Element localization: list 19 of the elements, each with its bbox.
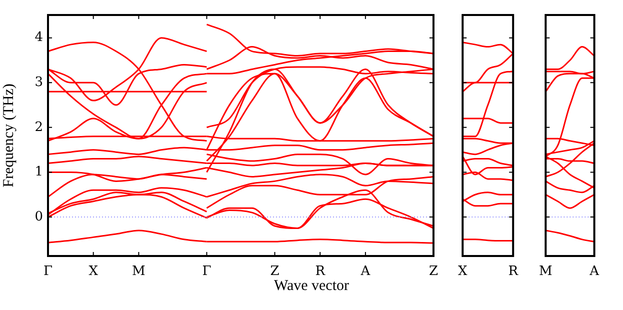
y-tick-label: 2 xyxy=(34,120,43,135)
x-tick-label: A xyxy=(360,264,371,280)
y-axis-title: Frequency (THz) xyxy=(0,84,17,188)
x-tick-label: Γ xyxy=(43,264,53,280)
x-tick-label: Z xyxy=(428,264,438,280)
y-tick-label: 1 xyxy=(34,164,43,180)
x-tick-label: X xyxy=(88,264,99,280)
x-tick-label: Z xyxy=(270,264,280,280)
x-tick-label: R xyxy=(315,264,326,280)
y-tick-label: 4 xyxy=(34,30,43,46)
x-axis-title: Wave vector xyxy=(273,278,350,295)
x-tick-label: M xyxy=(132,264,146,280)
x-tick-label: Γ xyxy=(202,264,212,280)
y-tick-label: 0 xyxy=(34,209,43,224)
x-tick-label: M xyxy=(539,264,552,280)
x-tick-label: X xyxy=(458,264,468,280)
x-tick-label: A xyxy=(588,264,600,280)
y-tick-label: 3 xyxy=(34,75,43,90)
x-tick-label: R xyxy=(508,264,520,280)
